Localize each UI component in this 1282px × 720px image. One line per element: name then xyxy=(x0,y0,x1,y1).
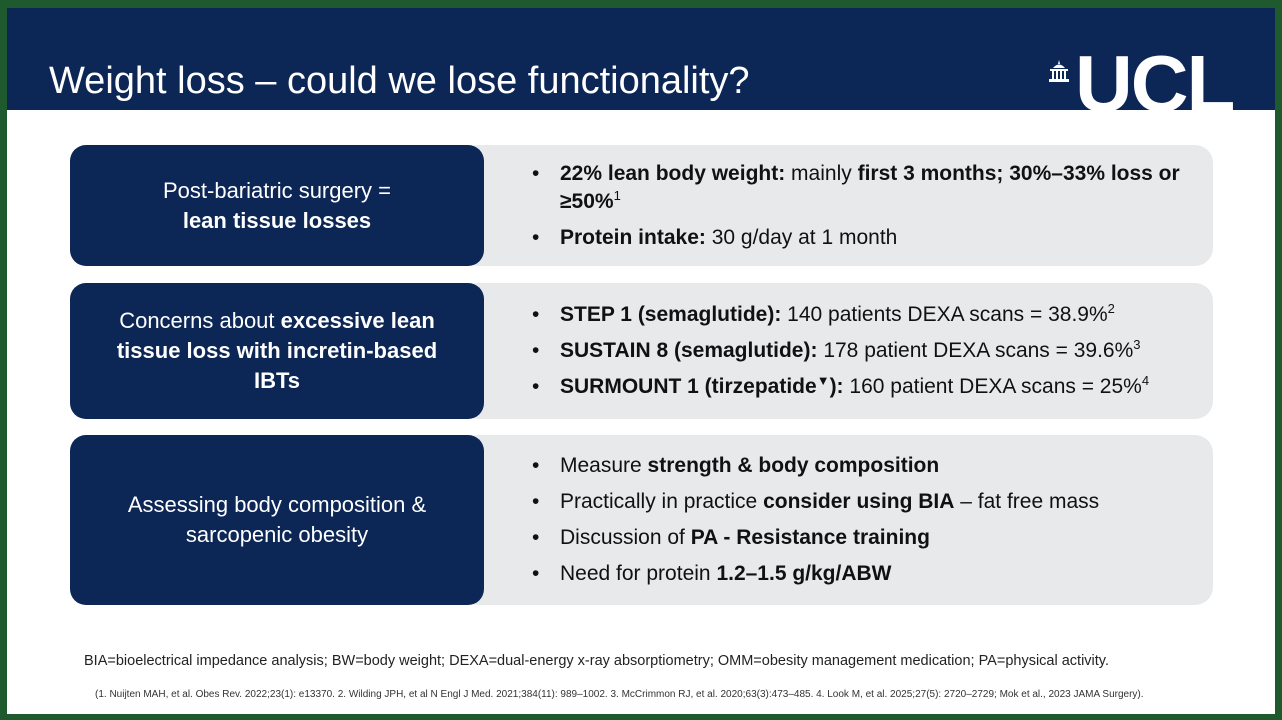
bold-text: SUSTAIN 8 (semaglutide): xyxy=(560,339,818,362)
label-line: tissue loss with incretin-based xyxy=(117,336,437,366)
label-line: sarcopenic obesity xyxy=(186,520,368,550)
slide: Weight loss – could we lose functionalit… xyxy=(7,8,1275,714)
bullet: Protein intake: 30 g/day at 1 month xyxy=(532,224,1197,252)
bold-text: tissue loss with incretin-based xyxy=(116,338,438,363)
bold-text: 22% lean body weight: xyxy=(560,161,786,185)
bullet: STEP 1 (semaglutide): 140 patients DEXA … xyxy=(532,301,1197,329)
row: Concerns about excessive lean tissue loss… xyxy=(70,283,1213,419)
bullet: Measure strength & body composition xyxy=(532,452,1197,480)
footnote: BIA=bioelectrical impedance analysis; BW… xyxy=(84,653,1110,669)
bold-text: SURMOUNT 1 (tirzepatide xyxy=(560,375,817,398)
text: sarcopenic obesity xyxy=(185,522,369,547)
text: Post-bariatric surgery = xyxy=(162,177,392,203)
text: Need for protein xyxy=(560,562,717,585)
label-line: Post-bariatric surgery = xyxy=(163,176,391,206)
text: 178 patient DEXA scans = 39.6% xyxy=(817,339,1134,362)
superscript: 4 xyxy=(1141,373,1150,388)
bold-text: Protein intake: xyxy=(560,225,706,249)
label-line: Assessing body composition & xyxy=(128,490,426,520)
bold-text: excessive lean xyxy=(280,308,435,333)
label-line: lean tissue losses xyxy=(183,206,371,236)
text: Concerns about xyxy=(119,308,281,333)
label-line: IBTs xyxy=(254,366,300,396)
text: Measure xyxy=(560,454,648,477)
label-box: Post-bariatric surgery = lean tissue loss… xyxy=(70,145,484,266)
text: Practically in practice xyxy=(560,490,764,513)
bullet-list: 22% lean body weight: mainly first 3 mon… xyxy=(532,145,1197,266)
logo-icon xyxy=(1049,60,1069,82)
text: 160 patient DEXA scans = 25% xyxy=(843,375,1142,398)
row: Post-bariatric surgery = lean tissue loss… xyxy=(70,145,1213,266)
bold-text: ): xyxy=(829,375,844,398)
superscript: 1 xyxy=(613,187,621,203)
label-line: Concerns about excessive lean xyxy=(119,306,435,336)
superscript: 3 xyxy=(1133,337,1141,352)
bullet: Discussion of PA - Resistance training xyxy=(532,524,1197,552)
text: 30 g/day at 1 month xyxy=(705,225,898,249)
superscript: 2 xyxy=(1107,301,1115,316)
bullet: 22% lean body weight: mainly first 3 mon… xyxy=(532,160,1197,216)
bold-text: first 3 months; 30%–33% loss or ≥50% xyxy=(560,161,1180,213)
text: Assessing body composition & xyxy=(127,492,427,517)
superscript: ▼ xyxy=(816,373,830,388)
header: Weight loss – could we lose functionalit… xyxy=(7,8,1275,124)
bold-text: PA - Resistance training xyxy=(690,526,930,549)
title: Weight loss – could we lose functionalit… xyxy=(49,60,750,102)
text: 140 patients DEXA scans = 38.9% xyxy=(781,303,1108,326)
bullet: SUSTAIN 8 (semaglutide): 178 patient DEX… xyxy=(532,337,1197,365)
bold-text: STEP 1 (semaglutide): xyxy=(560,303,782,326)
text: – fat free mass xyxy=(954,490,1100,513)
bullet-list: STEP 1 (semaglutide): 140 patients DEXA … xyxy=(532,283,1197,419)
bullet: Need for protein 1.2–1.5 g/kg/ABW xyxy=(532,560,1197,588)
bold-text: strength & body composition xyxy=(647,454,940,477)
row: Assessing body composition & sarcopenic o… xyxy=(70,435,1213,605)
bold-text: 1.2–1.5 g/kg/ABW xyxy=(716,562,892,585)
bullet-list: Measure strength & body composition Pract… xyxy=(532,435,1197,605)
references: (1. Nuijten MAH, et al. Obes Rev. 2022;2… xyxy=(95,689,1144,700)
bold-text: lean tissue losses xyxy=(182,207,372,233)
label-box: Concerns about excessive lean tissue loss… xyxy=(70,283,484,419)
logo: UCL xyxy=(1075,39,1235,128)
bold-text: IBTs xyxy=(253,368,301,393)
bullet: Practically in practice consider using B… xyxy=(532,488,1197,516)
bold-text: consider using BIA xyxy=(763,490,955,513)
text: Discussion of xyxy=(560,526,691,549)
text: mainly xyxy=(785,161,858,185)
label-box: Assessing body composition & sarcopenic o… xyxy=(70,435,484,605)
bullet: SURMOUNT 1 (tirzepatide▼): 160 patient D… xyxy=(532,373,1197,401)
